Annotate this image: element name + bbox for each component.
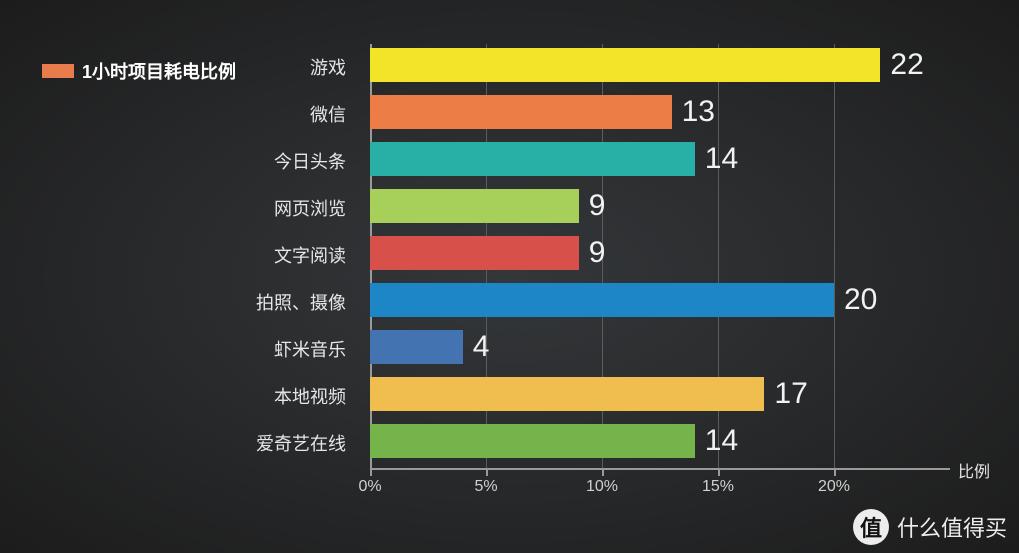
x-tick-label: 5% bbox=[474, 478, 497, 496]
bar-value-label: 9 bbox=[589, 189, 606, 223]
category-label: 游戏 bbox=[0, 54, 360, 80]
watermark-badge-icon: 值 bbox=[853, 509, 889, 545]
bar-value-label: 13 bbox=[682, 95, 715, 129]
category-label: 文字阅读 bbox=[0, 242, 360, 268]
bar-row: 4 bbox=[370, 330, 489, 364]
plot-area: 22 13 14 9 9 20 4 17 14 bbox=[370, 44, 950, 468]
x-tick bbox=[834, 468, 836, 476]
x-tick-label: 20% bbox=[818, 478, 850, 496]
x-tick bbox=[370, 468, 372, 476]
bar-value-label: 20 bbox=[844, 283, 877, 317]
watermark-text: 什么值得买 bbox=[897, 511, 1007, 543]
bar-value-label: 22 bbox=[890, 48, 923, 82]
bar bbox=[370, 95, 672, 129]
bar-value-label: 9 bbox=[589, 236, 606, 270]
bar-row: 9 bbox=[370, 189, 605, 223]
bar-value-label: 14 bbox=[705, 142, 738, 176]
bar-value-label: 17 bbox=[774, 377, 807, 411]
x-tick-label: 0% bbox=[358, 478, 381, 496]
x-axis bbox=[370, 468, 950, 470]
category-label: 虾米音乐 bbox=[0, 336, 360, 362]
watermark: 值 什么值得买 bbox=[853, 509, 1007, 545]
x-tick bbox=[486, 468, 488, 476]
bar bbox=[370, 377, 764, 411]
category-label: 拍照、摄像 bbox=[0, 289, 360, 315]
x-tick-label: 15% bbox=[702, 478, 734, 496]
category-label: 网页浏览 bbox=[0, 195, 360, 221]
bar bbox=[370, 48, 880, 82]
bar-row: 9 bbox=[370, 236, 605, 270]
bar bbox=[370, 142, 695, 176]
x-axis-title: 比例 bbox=[958, 458, 990, 482]
x-tick bbox=[718, 468, 720, 476]
bar-row: 22 bbox=[370, 48, 924, 82]
bar bbox=[370, 330, 463, 364]
bar-row: 13 bbox=[370, 95, 715, 129]
bar-value-label: 4 bbox=[473, 330, 490, 364]
category-label: 本地视频 bbox=[0, 383, 360, 409]
bar-row: 14 bbox=[370, 142, 738, 176]
bar-row: 17 bbox=[370, 377, 808, 411]
x-tick bbox=[602, 468, 604, 476]
category-label: 微信 bbox=[0, 101, 360, 127]
category-label: 今日头条 bbox=[0, 148, 360, 174]
bar bbox=[370, 236, 579, 270]
bar bbox=[370, 283, 834, 317]
bar bbox=[370, 189, 579, 223]
bar-row: 20 bbox=[370, 283, 877, 317]
bar-value-label: 14 bbox=[705, 424, 738, 458]
bar bbox=[370, 424, 695, 458]
x-tick-label: 10% bbox=[586, 478, 618, 496]
bar-row: 14 bbox=[370, 424, 738, 458]
category-label: 爱奇艺在线 bbox=[0, 430, 360, 456]
